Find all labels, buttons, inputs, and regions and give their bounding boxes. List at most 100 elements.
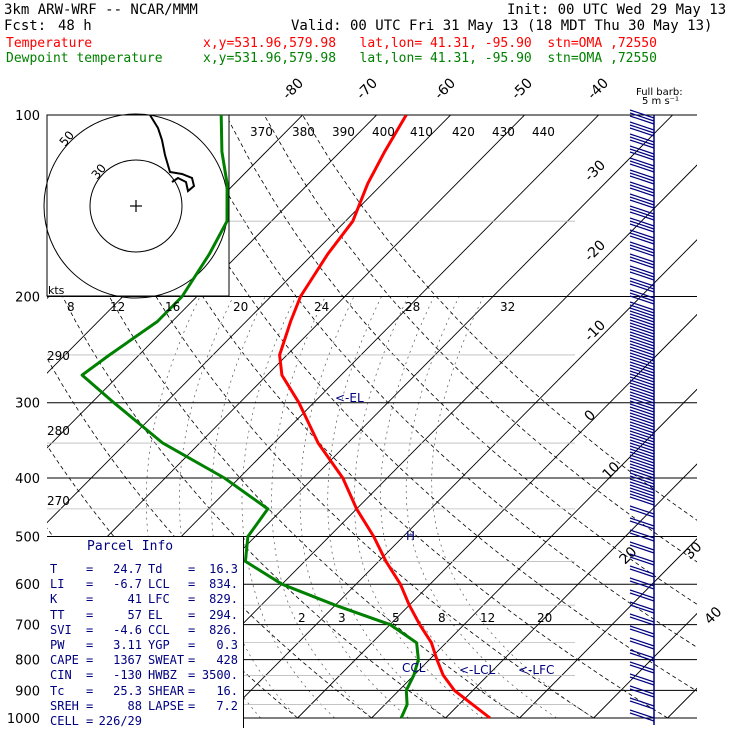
wind-barb (629, 277, 655, 293)
isotherm-line (47, 115, 452, 524)
barb-flag (629, 124, 655, 134)
barb-flag (629, 673, 655, 683)
parcel-key: YGP (148, 638, 170, 652)
barb-flag (629, 439, 655, 449)
isotherm-line (47, 115, 526, 599)
barb-flag (629, 322, 655, 332)
dry-adiabat (0, 115, 2, 718)
barb-flag (629, 505, 655, 515)
wind-barb (629, 601, 655, 614)
barb-flag (629, 604, 655, 614)
wind-barb (629, 349, 655, 368)
barb-flag (629, 649, 655, 659)
barb-flag (629, 421, 655, 431)
parcel-key: LCL (148, 577, 170, 592)
temperature-legend: Temperature (6, 36, 93, 51)
barb-flag (629, 451, 655, 461)
barb-flag (629, 235, 655, 245)
barb-flag (629, 484, 655, 494)
wind-barb (629, 385, 655, 404)
barb-flag (629, 196, 655, 206)
barb-flag (629, 208, 655, 218)
barb-flag (629, 283, 655, 293)
barb-flag (629, 304, 655, 314)
barb-flag (629, 340, 655, 350)
parcel-eq: = (188, 622, 196, 637)
barb-flag (629, 169, 655, 179)
parcel-value: 826. (209, 622, 238, 637)
parcel-info-panel: Parcel Info T 24.7 Td 16.3 = = LI -6.7 LCL 834. = =… (47, 537, 244, 728)
barb-flag (629, 259, 655, 269)
barb-flag (629, 385, 655, 395)
barb-flag (629, 289, 655, 299)
lfc-marker: <-LFC (518, 663, 554, 677)
barb-flag (629, 382, 655, 392)
barb-flag (629, 136, 655, 146)
moist-adiabat (179, 296, 261, 719)
barb-flag (629, 181, 655, 191)
wind-barb (629, 289, 655, 305)
parcel-eq: = (188, 577, 196, 592)
barb-flag (629, 175, 655, 185)
parcel-value: 829. (209, 592, 238, 607)
parcel-value: 834. (209, 577, 238, 592)
isotherm-line (223, 239, 697, 719)
moist-adiabat (327, 296, 446, 719)
moist-adiabat (405, 296, 557, 719)
barb-flag (629, 187, 655, 197)
wind-barb (629, 481, 655, 500)
isotherm-line (47, 115, 378, 449)
shear-speed-label: 16 (165, 300, 180, 314)
mixing-ratio-label: 12 (480, 611, 495, 625)
barb-flag (629, 628, 655, 638)
isotherm-line (445, 463, 697, 719)
forecast-hours: 48 h (58, 18, 92, 34)
pressure-label: 200 (15, 291, 40, 306)
barb-flag (629, 241, 655, 251)
wind-barb (629, 217, 655, 233)
model-title: 3km ARW-WRF -- NCAR/MMM (4, 2, 198, 18)
el-marker: <-EL (335, 391, 364, 405)
parcel-key: TT (50, 607, 65, 622)
wind-barb (629, 193, 655, 209)
barb-flag (629, 580, 655, 590)
wind-barb (629, 373, 655, 392)
parcel-eq: = (188, 683, 196, 698)
pressure-label: 600 (15, 578, 40, 593)
barb-flag (629, 265, 655, 275)
isotherm-label-top: -50 (509, 75, 536, 102)
parcel-key: SREH (50, 698, 79, 713)
barb-flag (629, 553, 655, 563)
parcel-key: Td (148, 562, 163, 576)
barb-flag (629, 637, 655, 647)
barb-flag (629, 319, 655, 329)
wind-barbs (629, 109, 655, 725)
parcel-value: 1367 (113, 653, 142, 668)
pressure-label: 900 (15, 684, 40, 699)
barb-flag (629, 490, 655, 500)
barb-flag (629, 640, 655, 650)
parcel-eq: = (86, 638, 94, 652)
parcel-eq: = (188, 607, 196, 622)
parcel-key: T (50, 562, 58, 576)
barb-flag (629, 418, 655, 428)
wind-barb (629, 409, 655, 428)
barb-flag (629, 709, 655, 719)
parcel-key: CIN (50, 668, 72, 683)
barb-flag (629, 271, 655, 281)
parcel-eq: = (188, 668, 196, 683)
dewpoint-legend: Dewpoint temperature (6, 51, 163, 66)
wind-barb (629, 337, 655, 356)
mixing-ratio-label: 8 (438, 611, 446, 625)
barb-flag (629, 457, 655, 467)
theta-e-label: 410 (410, 125, 433, 139)
theta-e-label: 380 (292, 125, 315, 139)
parcel-key: PW (50, 638, 65, 652)
parcel-value: 57 (127, 607, 142, 622)
parcel-eq: = (188, 638, 196, 652)
pressure-label: 300 (15, 397, 40, 412)
barb-flag (629, 394, 655, 404)
barb-flag (629, 475, 655, 485)
barb-flag (629, 325, 655, 335)
parcel-eq: = (86, 714, 94, 728)
